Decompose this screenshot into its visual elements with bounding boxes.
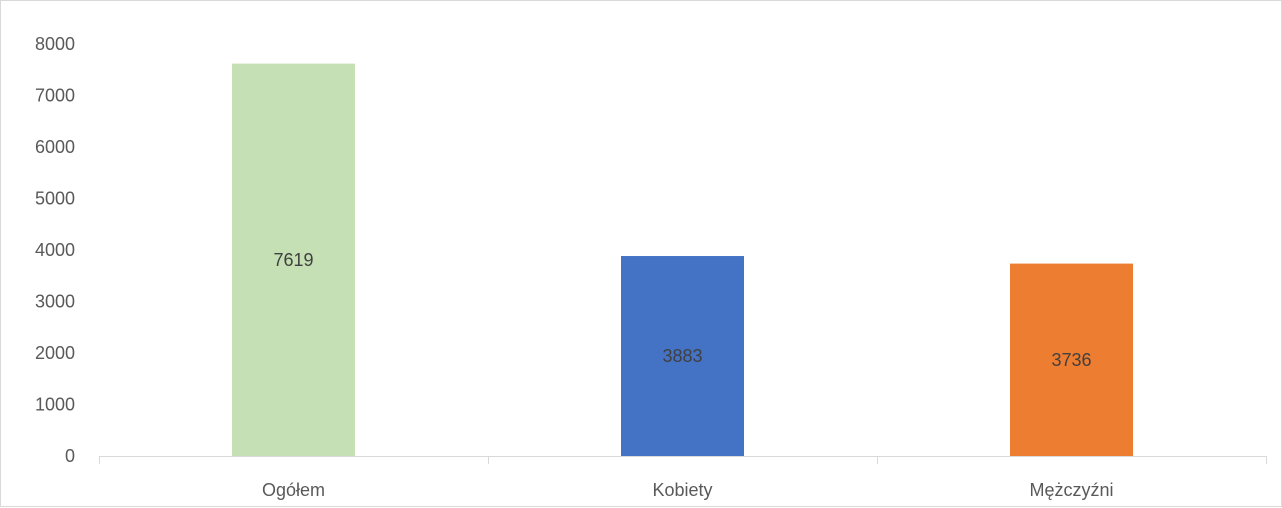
y-tick-label: 6000: [35, 137, 75, 157]
bar-mężczyźni: [1010, 263, 1133, 456]
x-axis-tick-marks: [99, 456, 1267, 464]
y-tick-label: 0: [65, 446, 75, 466]
bar-value-label: 7619: [273, 250, 313, 270]
bar-value-label: 3736: [1051, 350, 1091, 370]
bar-data-labels: 7619 3883 3736: [273, 250, 1091, 370]
bars: [232, 63, 1133, 457]
x-axis-category-labels: Ogółem Kobiety Mężczyźni: [262, 480, 1114, 500]
y-tick-label: 3000: [35, 292, 75, 312]
y-axis-tick-labels: 0 1000 2000 3000 4000 5000 6000 7000 8000: [35, 34, 75, 466]
y-tick-label: 8000: [35, 34, 75, 54]
y-tick-label: 7000: [35, 86, 75, 106]
y-tick-label: 4000: [35, 240, 75, 260]
category-label: Ogółem: [262, 480, 325, 500]
y-tick-label: 5000: [35, 189, 75, 209]
bar-ogółem: [232, 63, 355, 457]
y-tick-label: 1000: [35, 395, 75, 415]
category-label: Kobiety: [652, 480, 712, 500]
bar-kobiety: [621, 256, 744, 456]
bar-value-label: 3883: [662, 346, 702, 366]
category-label: Mężczyźni: [1029, 480, 1113, 500]
y-tick-label: 2000: [35, 343, 75, 363]
